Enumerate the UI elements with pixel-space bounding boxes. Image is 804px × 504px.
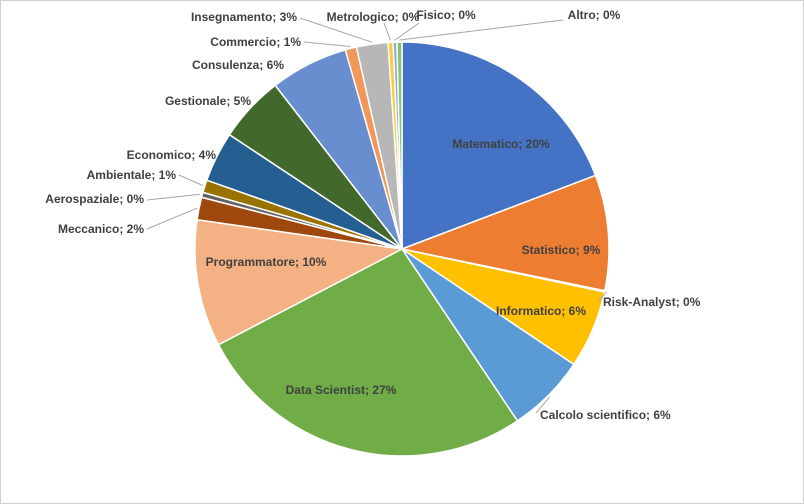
leader-line: [598, 291, 607, 302]
data-label: Altro; 0%: [568, 8, 621, 22]
leader-line: [399, 19, 564, 41]
data-label: Metrologico; 0%: [327, 10, 420, 24]
data-label: Consulenza; 6%: [192, 58, 284, 72]
data-label: Aerospaziale; 0%: [45, 192, 144, 206]
data-label: Ambientale; 1%: [87, 168, 177, 182]
leader-line: [535, 396, 551, 414]
data-label: Statistico; 9%: [522, 243, 601, 257]
data-label: Insegnamento; 3%: [191, 10, 297, 24]
pie-slice-altro: [396, 41, 403, 250]
data-label: Commercio; 1%: [210, 35, 301, 49]
data-label: Informatico; 6%: [496, 304, 586, 318]
pie-slice-data-scientist: [217, 248, 519, 457]
leader-line: [146, 193, 201, 201]
data-label: Calcolo scientifico; 6%: [540, 408, 671, 422]
pie-slices: [194, 41, 610, 457]
pie-slice-statistico: [399, 174, 610, 292]
leader-line: [394, 22, 420, 41]
data-label: Economico; 4%: [127, 148, 217, 162]
pie-slice-matematico: [401, 41, 597, 251]
data-label: Data Scientist; 27%: [286, 383, 397, 397]
leader-line: [303, 41, 351, 47]
leader-line: [383, 22, 391, 41]
pie-slice-programmatore: [194, 218, 405, 346]
leader-line: [299, 17, 373, 43]
data-label: Gestionale; 5%: [165, 94, 251, 108]
data-label: Programmatore; 10%: [206, 255, 327, 269]
data-labels: Matematico; 20% Statistico; 9% Risk-Analys…: [45, 8, 700, 422]
leader-line: [146, 207, 198, 230]
leader-line: [178, 174, 204, 187]
leader-lines: [146, 17, 607, 414]
data-label: Risk-Analyst; 0%: [603, 295, 701, 309]
data-label: Meccanico; 2%: [58, 222, 144, 236]
data-label: Fisico; 0%: [416, 8, 476, 22]
data-label: Matematico; 20%: [452, 137, 550, 151]
